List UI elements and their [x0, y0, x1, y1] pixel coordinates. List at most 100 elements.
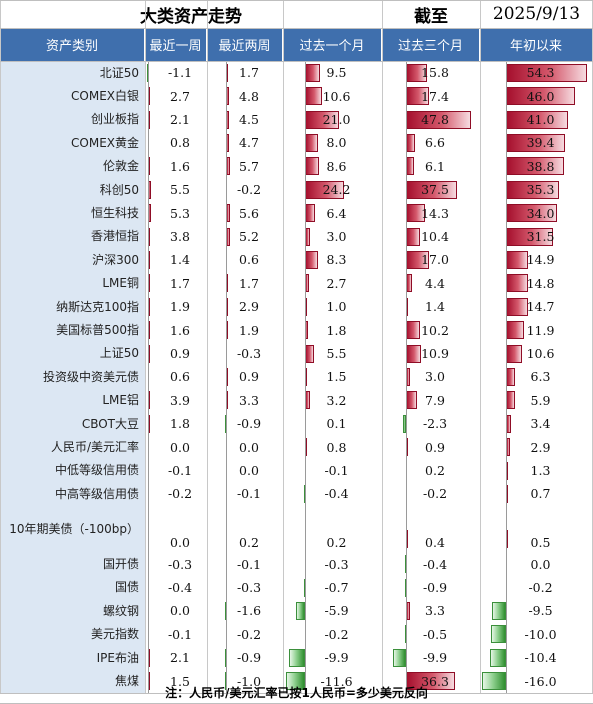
cell-value: -0.2 — [324, 626, 349, 642]
cell-value: 10.6 — [526, 345, 555, 361]
cell-value: 2.1 — [170, 650, 190, 666]
cell-value: 0.8 — [326, 439, 347, 455]
cell-value: -0.4 — [324, 486, 349, 502]
column-divider — [145, 0, 146, 693]
cell-value: -0.1 — [236, 556, 262, 572]
cell-value: 1.5 — [326, 369, 347, 385]
cell-value: 1.8 — [326, 322, 347, 338]
cell-value: 5.6 — [239, 205, 259, 221]
zero-axis — [305, 61, 306, 693]
cell-value: 0.2 — [239, 535, 259, 551]
bar-negative — [482, 672, 506, 691]
cell-value: 0.8 — [170, 135, 190, 151]
cell-value: 8.6 — [326, 158, 347, 174]
row-label: 国债 — [0, 575, 145, 600]
cell-value: -0.5 — [422, 626, 448, 642]
column-divider — [382, 0, 383, 693]
cell-value: -0.2 — [422, 486, 448, 502]
cell-value: 1.3 — [530, 462, 551, 478]
column-header: 过去三个月 — [382, 28, 480, 61]
cell-value: 14.3 — [421, 205, 449, 221]
cell-value: 2.7 — [170, 88, 190, 104]
row-label: 伦敦金 — [0, 154, 145, 178]
cell-value: 0.6 — [239, 252, 259, 268]
bar-negative — [295, 601, 305, 620]
cell-value: 5.2 — [239, 228, 259, 244]
row-label: CBOT大豆 — [0, 412, 145, 436]
cell-value: 3.8 — [170, 228, 190, 244]
cell-value: 8.3 — [326, 252, 347, 268]
cell-value: 8.0 — [326, 135, 347, 151]
cell-value: 1.6 — [170, 158, 190, 174]
cell-value: -0.9 — [422, 579, 448, 595]
cell-value: 41.0 — [526, 111, 555, 127]
footnote: 注：人民币/美元汇率已按1人民币=多少美元反向 — [165, 685, 428, 700]
cell-value: -0.1 — [167, 626, 193, 642]
cell-value: 10.4 — [421, 228, 449, 244]
bar-negative — [491, 625, 506, 644]
cell-value: 54.3 — [526, 65, 555, 81]
cell-value: -9.9 — [324, 650, 349, 666]
cell-value: 2.1 — [170, 111, 190, 127]
zero-axis — [148, 61, 149, 693]
cell-value: 1.8 — [170, 416, 190, 432]
cell-value: -0.2 — [528, 579, 553, 595]
cell-value: -0.2 — [236, 626, 262, 642]
row-label: COMEX白银 — [0, 84, 145, 108]
cell-value: 0.0 — [239, 462, 259, 478]
asof-label: 截至 — [414, 6, 448, 27]
zero-axis — [506, 61, 507, 693]
row-divider — [0, 61, 593, 62]
row-label: 美国标普500指 — [0, 318, 145, 342]
cell-value: 1.7 — [170, 275, 190, 291]
cell-value: 3.2 — [326, 392, 347, 408]
bar-negative — [289, 648, 305, 667]
cell-value: 5.3 — [170, 205, 190, 221]
cell-value: -0.7 — [324, 579, 349, 595]
zero-axis — [226, 61, 227, 693]
cell-value: 0.9 — [170, 345, 190, 361]
cell-value: 0.0 — [170, 603, 190, 619]
column-header: 过去一个月 — [283, 28, 382, 61]
cell-value: 0.5 — [530, 535, 551, 551]
cell-value: 3.0 — [326, 228, 347, 244]
cell-value: 14.7 — [526, 299, 555, 315]
row-label: 中低等级信用债 — [0, 458, 145, 483]
cell-value: 35.3 — [526, 182, 555, 198]
cell-value: 0.6 — [170, 369, 190, 385]
row-label: 沪深300 — [0, 248, 145, 272]
cell-value: 0.0 — [239, 439, 259, 455]
cell-value: 10.2 — [421, 322, 449, 338]
cell-value: 1.0 — [326, 299, 347, 315]
cell-value: 14.8 — [526, 275, 555, 291]
bar-negative — [392, 648, 406, 667]
cell-value: 46.0 — [526, 88, 555, 104]
column-divider — [480, 0, 481, 693]
cell-value: -0.9 — [236, 416, 262, 432]
cell-value: 0.0 — [530, 556, 551, 572]
row-divider — [0, 0, 593, 1]
row-label: 科创50 — [0, 178, 145, 202]
cell-value: 1.5 — [170, 673, 190, 689]
bar-negative — [286, 672, 305, 691]
cell-value: 36.3 — [421, 673, 449, 689]
row-label: LME铝 — [0, 388, 145, 412]
asof-date: 2025/9/13 — [492, 4, 581, 24]
cell-value: 5.7 — [239, 158, 259, 174]
bar-negative — [490, 648, 506, 667]
bar-negative — [402, 414, 406, 433]
cell-value: 15.8 — [421, 65, 449, 81]
row-label: 纳斯达克100指 — [0, 295, 145, 319]
cell-value: -0.4 — [167, 579, 193, 595]
cell-value: 1.4 — [170, 252, 190, 268]
cell-value: 10.6 — [322, 88, 351, 104]
row-label: 北证50 — [0, 61, 145, 85]
cell-value: -10.0 — [524, 626, 557, 642]
row-label: LME铜 — [0, 271, 145, 295]
cell-value: -5.9 — [324, 603, 349, 619]
row-label: 螺纹钢 — [0, 599, 145, 623]
cell-value: 3.3 — [425, 603, 445, 619]
cell-value: -0.3 — [236, 579, 262, 595]
cell-value: -0.1 — [324, 462, 349, 478]
